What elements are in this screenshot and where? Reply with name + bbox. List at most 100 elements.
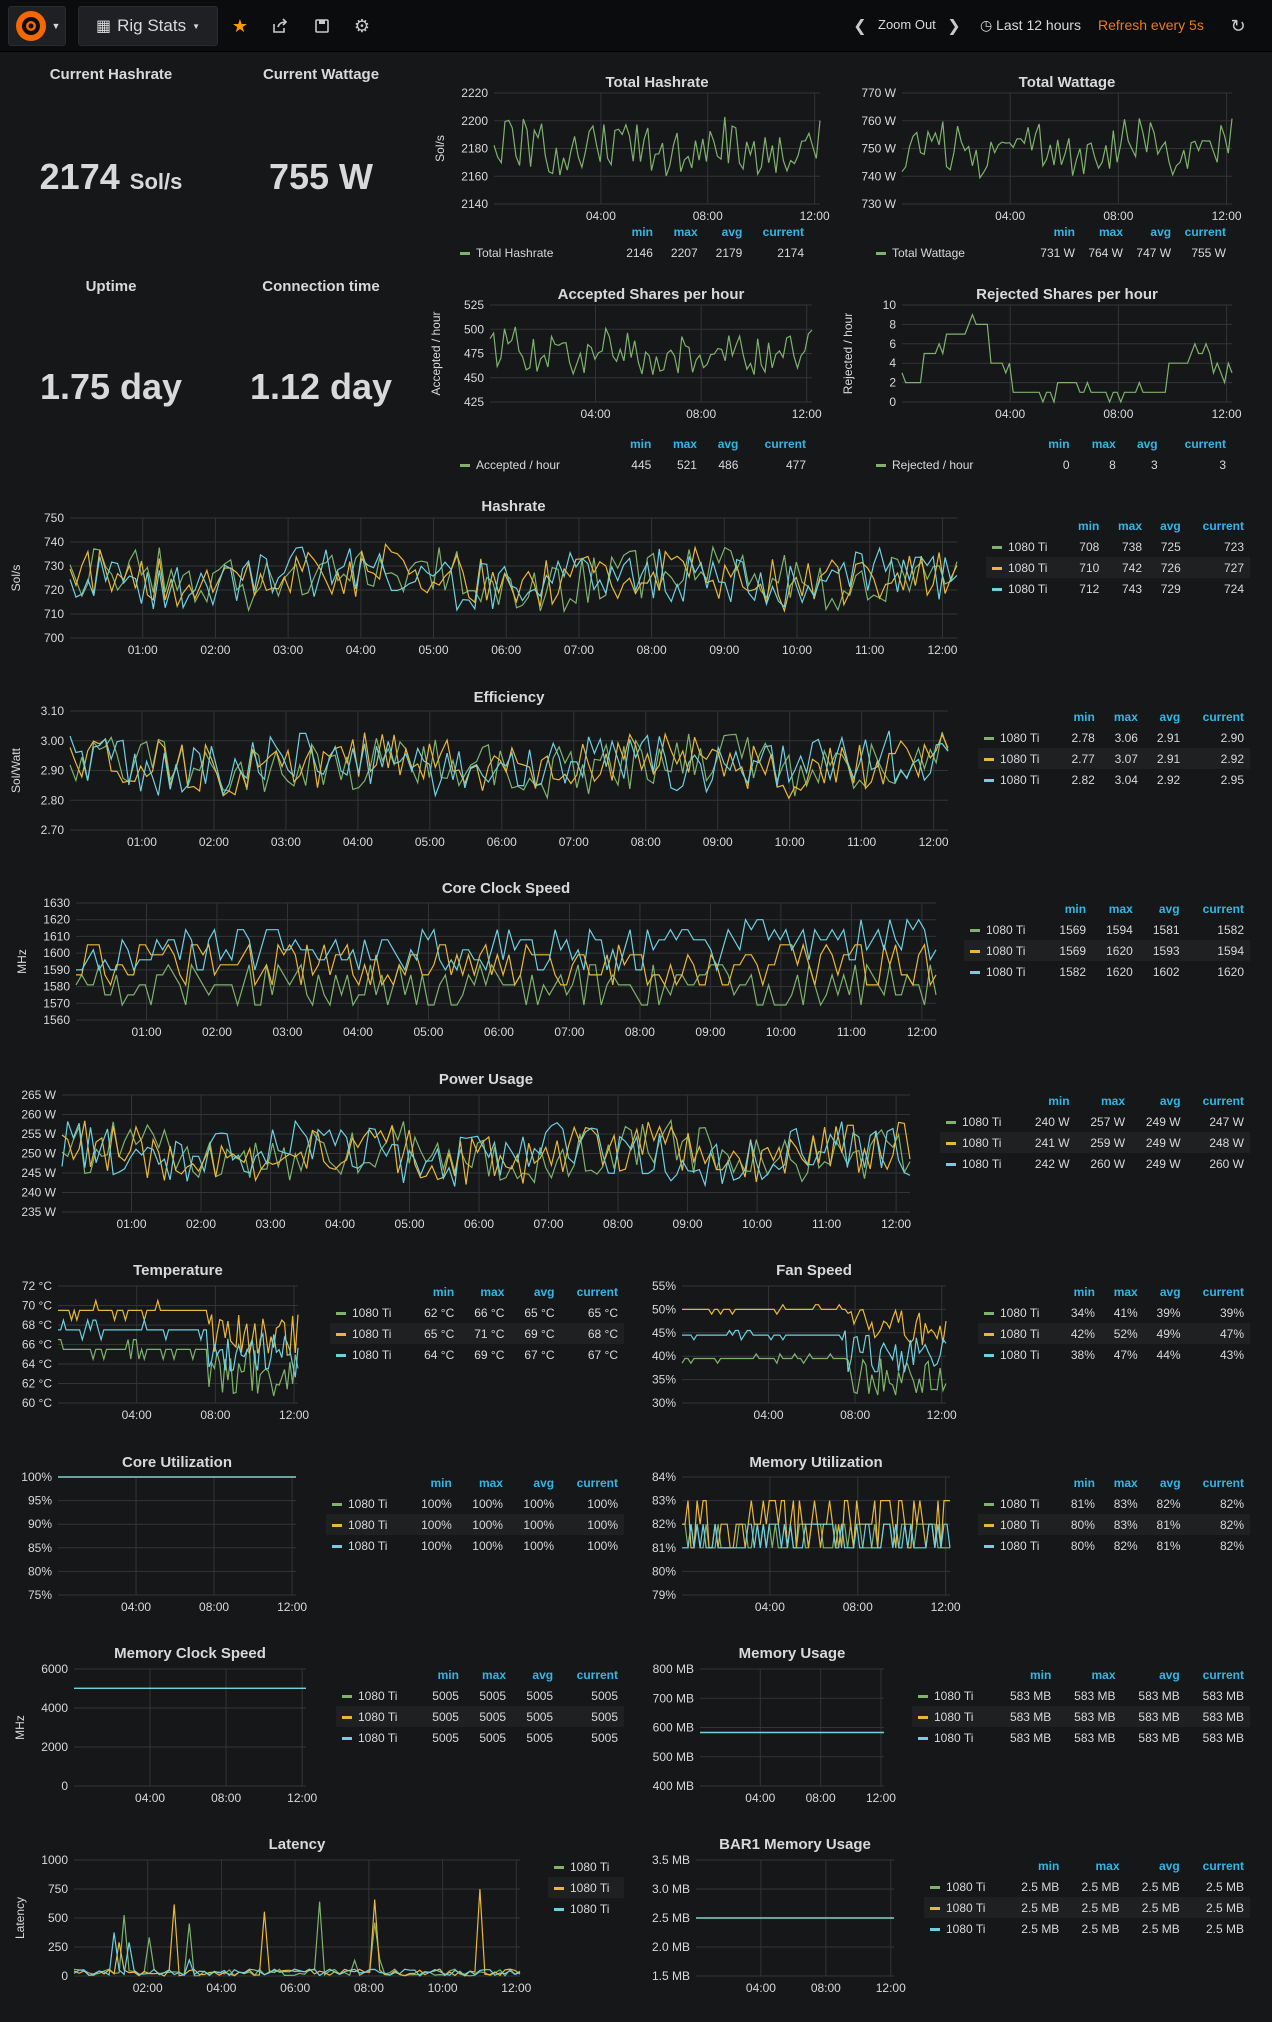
- panel-title[interactable]: Memory Clock Speed: [114, 1645, 266, 1662]
- legend-series-row[interactable]: Total Hashrate 2146 2207 2179 2174: [454, 242, 810, 263]
- fan-speed-panel[interactable]: Fan Speed 55% 50% 45% 40% 35% 30% 04:00 08:00 12:…: [636, 1250, 1266, 1440]
- legend-series-row[interactable]: 1080 Ti 240 W 257 W 249 W 247 W: [940, 1111, 1250, 1132]
- total-wattage-panel[interactable]: Total Wattage 770 W 760 W 750 W 740 W 730 W 04…: [846, 62, 1266, 262]
- legend-series-row[interactable]: 1080 Ti 42% 52% 49% 47%: [978, 1323, 1250, 1344]
- panel-title[interactable]: Power Usage: [438, 1071, 534, 1088]
- legend-series-row[interactable]: 1080 Ti 712 743 729 724: [986, 578, 1250, 599]
- legend-series-row[interactable]: 1080 Ti: [548, 1898, 624, 1919]
- legend-series-row[interactable]: 1080 Ti 2.78 3.06 2.91 2.90: [978, 727, 1250, 748]
- refresh-icon[interactable]: ↻: [1230, 15, 1246, 36]
- legend-series-row[interactable]: 1080 Ti 100% 100% 100% 100%: [326, 1514, 624, 1535]
- legend-series-row[interactable]: 1080 Ti 2.5 MB 2.5 MB 2.5 MB 2.5 MB: [924, 1918, 1250, 1939]
- dashboard-picker-button[interactable]: ▦ Rig Stats ▼: [78, 6, 218, 46]
- legend-series-row[interactable]: 1080 Ti 583 MB 583 MB 583 MB 583 MB: [912, 1706, 1250, 1727]
- panel-title[interactable]: Memory Utilization: [749, 1454, 883, 1471]
- panel-title[interactable]: Efficiency: [473, 689, 545, 706]
- time-range-picker[interactable]: ◷ Last 12 hours: [980, 17, 1081, 34]
- mem-util-panel[interactable]: Memory Utilization 84% 83% 82% 81% 80% 79% 04:0…: [636, 1442, 1266, 1632]
- graph-legend: 1080 Ti 1080 Ti 1080 Ti: [548, 1856, 624, 1919]
- legend-series-row[interactable]: 1080 Ti 64 °C 69 °C 67 °C 67 °C: [330, 1344, 624, 1365]
- save-icon[interactable]: [306, 10, 338, 42]
- legend-series-name: 1080 Ti: [1000, 1496, 1040, 1511]
- legend-series-row[interactable]: 1080 Ti 241 W 259 W 249 W 248 W: [940, 1132, 1250, 1153]
- temperature-panel[interactable]: Temperature 72 °C 70 °C 68 °C 66 °C 64 °C 62 °…: [6, 1250, 636, 1440]
- core-clock-panel[interactable]: Core Clock Speed 1630 1620 1610 1600 1590 1580…: [6, 868, 1266, 1058]
- panel-title[interactable]: Rejected Shares per hour: [976, 286, 1158, 303]
- legend-series-row[interactable]: Accepted / hour 445 521 486 477: [454, 454, 812, 475]
- legend-series-row[interactable]: 1080 Ti 1569 1620 1593 1594: [964, 940, 1250, 961]
- legend-series-row[interactable]: 1080 Ti 242 W 260 W 249 W 260 W: [940, 1153, 1250, 1174]
- total-hashrate-panel[interactable]: Total Hashrate 2220 2200 2180 2160 2140 04:00 0…: [430, 62, 846, 262]
- legend-header-current: current: [576, 1285, 618, 1299]
- core-util-panel[interactable]: Core Utilization 100% 95% 90% 85% 80% 75% 04:00…: [6, 1442, 636, 1632]
- legend-series-row[interactable]: 1080 Ti 81% 83% 82% 82%: [978, 1493, 1250, 1514]
- gear-icon[interactable]: ⚙: [353, 15, 371, 36]
- legend-series-row[interactable]: Total Wattage 731 W 764 W 747 W 755 W: [870, 242, 1232, 263]
- mem-usage-panel[interactable]: Memory Usage 800 MB 700 MB 600 MB 500 MB 400 …: [636, 1633, 1266, 1823]
- legend-series-row[interactable]: 1080 Ti 5005 5005 5005 5005: [336, 1685, 624, 1706]
- legend-series-row[interactable]: 1080 Ti 65 °C 71 °C 69 °C 68 °C: [330, 1323, 624, 1344]
- star-icon[interactable]: ★: [231, 15, 249, 36]
- legend-series-row[interactable]: Rejected / hour 0 8 3 3: [870, 454, 1232, 475]
- panel-title[interactable]: BAR1 Memory Usage: [719, 1836, 871, 1853]
- panel-title[interactable]: Temperature: [133, 1262, 223, 1279]
- y-axis-title: Sol/s: [9, 565, 23, 592]
- share-icon[interactable]: [264, 10, 296, 42]
- legend-series-row[interactable]: 1080 Ti 708 738 725 723: [986, 536, 1250, 557]
- panel-title[interactable]: Core Clock Speed: [441, 880, 571, 897]
- grafana-menu-button[interactable]: ▼: [8, 6, 66, 46]
- legend-series-row[interactable]: 1080 Ti 1569 1594 1581 1582: [964, 919, 1250, 940]
- y-tick-label: 2220: [461, 86, 488, 100]
- panel-title[interactable]: Total Wattage: [1018, 74, 1116, 91]
- legend-series-row[interactable]: 1080 Ti 583 MB 583 MB 583 MB 583 MB: [912, 1685, 1250, 1706]
- legend-series-row[interactable]: 1080 Ti 5005 5005 5005 5005: [336, 1706, 624, 1727]
- legend-series-row[interactable]: 1080 Ti 2.5 MB 2.5 MB 2.5 MB 2.5 MB: [924, 1876, 1250, 1897]
- legend-max: 1620: [1092, 940, 1139, 961]
- legend-header-avg: avg: [1159, 1094, 1181, 1108]
- refresh-interval-label[interactable]: Refresh every 5s: [1098, 17, 1204, 33]
- legend-series-row[interactable]: 1080 Ti: [548, 1856, 624, 1877]
- panel-title[interactable]: Hashrate: [481, 498, 546, 515]
- zoom-out-button[interactable]: Zoom Out: [878, 17, 936, 32]
- y-tick-label: 600 MB: [653, 1721, 694, 1735]
- y-tick-label: 64 °C: [22, 1357, 52, 1371]
- legend-series-row[interactable]: 1080 Ti 80% 83% 81% 82%: [978, 1514, 1250, 1535]
- legend-series-row[interactable]: 1080 Ti 34% 41% 39% 39%: [978, 1302, 1250, 1323]
- legend-series-row[interactable]: 1080 Ti 100% 100% 100% 100%: [326, 1493, 624, 1514]
- panel-title[interactable]: Memory Usage: [738, 1645, 846, 1662]
- legend-current: 5005: [559, 1706, 624, 1727]
- hashrate-panel[interactable]: Hashrate 750 740 730 720 710 700 01:00 02:00 03:0…: [6, 486, 1266, 676]
- chevron-right-icon[interactable]: ❯: [947, 18, 961, 35]
- legend-series-row[interactable]: 1080 Ti 583 MB 583 MB 583 MB 583 MB: [912, 1727, 1250, 1748]
- bar1-mem-panel[interactable]: BAR1 Memory Usage 3.5 MB 3.0 MB 2.5 MB 2.0 M…: [636, 1824, 1266, 2014]
- legend-min: 38%: [1070, 1347, 1095, 1362]
- latency-panel[interactable]: Latency 1000 750 500 250 0 02:00 04:00 06:00 08:0…: [6, 1824, 636, 2014]
- legend-series-row[interactable]: 1080 Ti 80% 82% 81% 82%: [978, 1535, 1250, 1556]
- legend-series-row[interactable]: 1080 Ti 62 °C 66 °C 65 °C 65 °C: [330, 1302, 624, 1323]
- y-tick-label: 1560: [43, 1013, 70, 1027]
- mem-clock-panel[interactable]: Memory Clock Speed 6000 4000 2000 0 04:00 08:0…: [6, 1633, 636, 1823]
- legend-series-row[interactable]: 1080 Ti: [548, 1877, 624, 1898]
- chevron-left-icon[interactable]: ❮: [853, 18, 867, 35]
- legend-series-row[interactable]: 1080 Ti 38% 47% 44% 43%: [978, 1344, 1250, 1365]
- panel-title[interactable]: Core Utilization: [121, 1454, 232, 1471]
- legend-min: 5005: [417, 1706, 465, 1727]
- power-usage-panel[interactable]: Power Usage 265 W 260 W 255 W 250 W 245 W 240 …: [6, 1059, 1266, 1249]
- accepted-shares-panel[interactable]: Accepted Shares per hour 525 500 475 450 425 0…: [429, 274, 846, 475]
- legend-series-row[interactable]: 1080 Ti 710 742 726 727: [986, 557, 1250, 578]
- legend-series-row[interactable]: 1080 Ti 2.5 MB 2.5 MB 2.5 MB 2.5 MB: [924, 1897, 1250, 1918]
- panel-title[interactable]: Total Hashrate: [605, 74, 709, 91]
- legend-series-row[interactable]: 1080 Ti 2.77 3.07 2.91 2.92: [978, 748, 1250, 769]
- y-tick-label: 730: [44, 559, 64, 573]
- panel-title[interactable]: Accepted Shares per hour: [557, 286, 745, 303]
- panel-title[interactable]: Fan Speed: [776, 1262, 852, 1279]
- panel-title[interactable]: Latency: [268, 1836, 326, 1853]
- x-tick-label: 06:00: [484, 1025, 514, 1039]
- y-tick-label: 83%: [652, 1494, 676, 1508]
- legend-series-row[interactable]: 1080 Ti 2.82 3.04 2.92 2.95: [978, 769, 1250, 790]
- legend-series-row[interactable]: 1080 Ti 1582 1620 1602 1620: [964, 961, 1250, 982]
- rejected-shares-panel[interactable]: Rejected Shares per hour 10 8 6 4 2 0 04:00 08:0…: [841, 274, 1266, 475]
- legend-series-row[interactable]: 1080 Ti 100% 100% 100% 100%: [326, 1535, 624, 1556]
- legend-series-row[interactable]: 1080 Ti 5005 5005 5005 5005: [336, 1727, 624, 1748]
- efficiency-panel[interactable]: Efficiency 3.10 3.00 2.90 2.80 2.70 01:00 02:00…: [6, 677, 1266, 867]
